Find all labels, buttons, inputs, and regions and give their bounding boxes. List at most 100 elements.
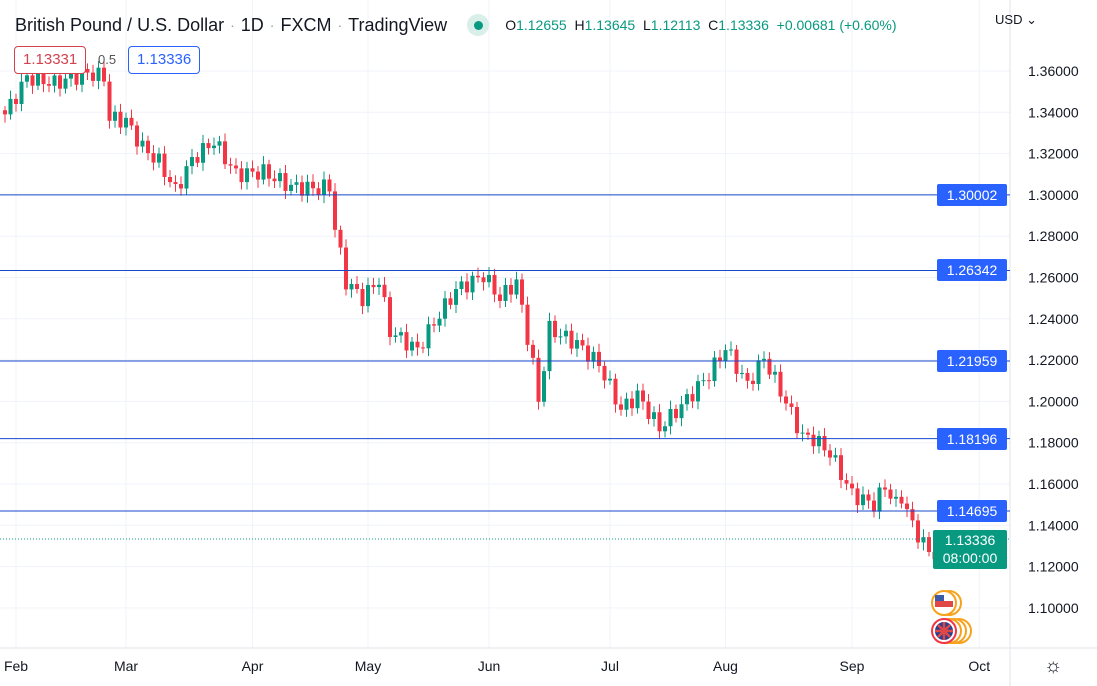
time-tick-label: Mar — [114, 658, 138, 674]
candle-body — [300, 182, 304, 196]
candle-body — [41, 71, 46, 85]
chevron-down-icon: ⌄ — [1026, 12, 1037, 27]
currency-selector[interactable]: USD ⌄ — [995, 12, 1037, 27]
candle-body — [696, 381, 700, 402]
candle-body — [140, 140, 145, 147]
candle-body — [360, 289, 365, 307]
candle-body — [866, 494, 871, 501]
candle-body — [707, 380, 711, 382]
candle-body — [256, 171, 260, 180]
candle-body — [580, 340, 585, 346]
candle-body — [531, 344, 535, 358]
sell-button[interactable]: 1.13331 — [14, 46, 87, 74]
candle-body — [663, 426, 667, 432]
candle-body — [327, 179, 332, 192]
price-tick-label: 1.10000 — [1028, 600, 1079, 616]
candle-body — [767, 358, 772, 375]
level-price-label: 1.14695 — [937, 499, 1007, 522]
candle-body — [883, 487, 887, 490]
candle-body — [305, 181, 310, 196]
candle-body — [910, 509, 915, 521]
price-tick-label: 1.32000 — [1028, 146, 1079, 162]
market-status-icon — [467, 14, 490, 36]
time-tick-label: Oct — [968, 658, 990, 674]
candle-body — [718, 357, 722, 361]
price-tick-label: 1.34000 — [1028, 104, 1079, 120]
candle-body — [437, 318, 442, 326]
candle-body — [465, 281, 469, 293]
time-tick-label: Feb — [4, 658, 28, 674]
candle-body — [877, 487, 882, 512]
candle-body — [751, 380, 755, 385]
candle-body — [157, 153, 161, 163]
candle-body — [294, 182, 299, 185]
candle-body — [597, 351, 601, 366]
candle-body — [239, 168, 244, 183]
price-tick-label: 1.36000 — [1028, 63, 1079, 79]
candle-body — [344, 247, 348, 290]
buy-button[interactable]: 1.13336 — [128, 46, 201, 74]
candle-body — [608, 378, 612, 381]
candle-body — [234, 165, 238, 169]
candle-body — [635, 390, 640, 409]
level-price-label: 1.26342 — [937, 259, 1007, 282]
candle-body — [905, 503, 909, 510]
candle-body — [701, 380, 706, 382]
candle-body — [146, 140, 150, 154]
candle-body — [745, 372, 750, 381]
candle-body — [261, 164, 266, 180]
price-tick-label: 1.30000 — [1028, 187, 1079, 203]
candle-body — [861, 494, 865, 506]
candle-body — [811, 434, 816, 447]
candle-body — [800, 432, 805, 434]
candle-body — [63, 78, 68, 89]
candle-body — [844, 480, 849, 484]
level-price-label: 1.18196 — [937, 427, 1007, 450]
candle-body — [553, 320, 557, 338]
candle-body — [74, 73, 79, 85]
candle-body — [52, 75, 57, 86]
candle-body — [151, 153, 156, 163]
candle-body — [916, 520, 920, 543]
price-tick-label: 1.22000 — [1028, 352, 1079, 368]
candle-body — [723, 350, 728, 361]
candle-body — [630, 398, 634, 409]
candle-body — [822, 435, 827, 451]
candle-body — [91, 72, 95, 81]
interval[interactable]: 1D — [240, 14, 264, 35]
exchange: FXCM — [280, 14, 332, 35]
candle-body — [514, 279, 519, 295]
candle-body — [470, 275, 475, 293]
candle-body — [388, 297, 392, 337]
candle-body — [613, 378, 618, 405]
candle-body — [173, 182, 178, 185]
candle-body — [652, 412, 656, 419]
candle-body — [201, 143, 205, 163]
candle-body — [740, 372, 744, 374]
price-tick-label: 1.18000 — [1028, 435, 1079, 451]
candle-body — [168, 176, 172, 183]
candle-body — [817, 435, 821, 447]
price-tick-label: 1.24000 — [1028, 311, 1079, 327]
candle-body — [289, 184, 293, 191]
price-tick-label: 1.26000 — [1028, 270, 1079, 286]
candle-body — [349, 284, 354, 290]
candle-body — [371, 284, 376, 288]
candle-body — [789, 403, 794, 407]
candle-body — [690, 394, 695, 402]
candle-body — [492, 274, 497, 295]
candle-body — [784, 396, 788, 404]
candle-body — [19, 81, 24, 104]
price-tick-label: 1.20000 — [1028, 393, 1079, 409]
candle-body — [272, 178, 277, 182]
settings-gear-icon[interactable]: ☼ — [1044, 655, 1063, 677]
candle-body — [674, 408, 678, 419]
candle-body — [657, 412, 662, 432]
level-price-label: 1.30002 — [937, 183, 1007, 206]
symbol-title[interactable]: British Pound / U.S. Dollar — [15, 14, 225, 35]
candle-body — [80, 68, 84, 85]
us-flag-icon[interactable] — [931, 590, 962, 616]
uk-flag-icon[interactable] — [931, 618, 972, 644]
candle-body — [410, 341, 414, 351]
